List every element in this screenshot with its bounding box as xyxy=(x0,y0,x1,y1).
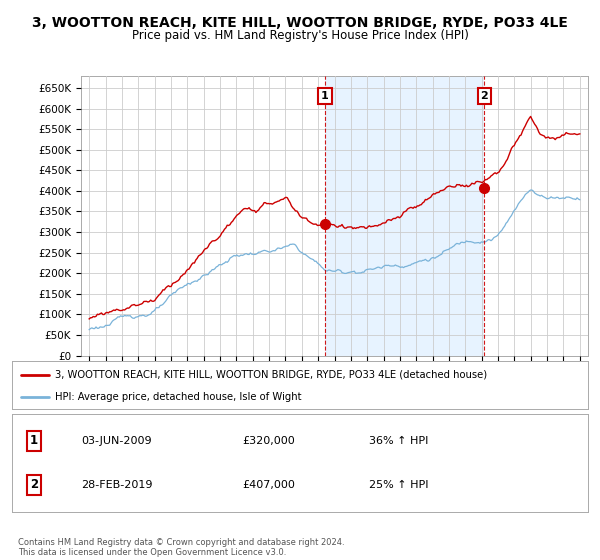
Text: 1: 1 xyxy=(30,435,38,447)
Text: 3, WOOTTON REACH, KITE HILL, WOOTTON BRIDGE, RYDE, PO33 4LE: 3, WOOTTON REACH, KITE HILL, WOOTTON BRI… xyxy=(32,16,568,30)
Text: 2: 2 xyxy=(30,478,38,492)
Text: HPI: Average price, detached house, Isle of Wight: HPI: Average price, detached house, Isle… xyxy=(55,392,302,402)
Text: 36% ↑ HPI: 36% ↑ HPI xyxy=(369,436,428,446)
Text: Price paid vs. HM Land Registry's House Price Index (HPI): Price paid vs. HM Land Registry's House … xyxy=(131,29,469,42)
Text: £407,000: £407,000 xyxy=(242,480,295,490)
Text: 1: 1 xyxy=(321,91,329,101)
Text: 2: 2 xyxy=(481,91,488,101)
Text: £320,000: £320,000 xyxy=(242,436,295,446)
Text: 3, WOOTTON REACH, KITE HILL, WOOTTON BRIDGE, RYDE, PO33 4LE (detached house): 3, WOOTTON REACH, KITE HILL, WOOTTON BRI… xyxy=(55,370,487,380)
Text: 25% ↑ HPI: 25% ↑ HPI xyxy=(369,480,428,490)
Text: 28-FEB-2019: 28-FEB-2019 xyxy=(81,480,152,490)
Text: Contains HM Land Registry data © Crown copyright and database right 2024.
This d: Contains HM Land Registry data © Crown c… xyxy=(18,538,344,557)
Text: 03-JUN-2009: 03-JUN-2009 xyxy=(81,436,152,446)
Bar xyxy=(325,76,484,356)
